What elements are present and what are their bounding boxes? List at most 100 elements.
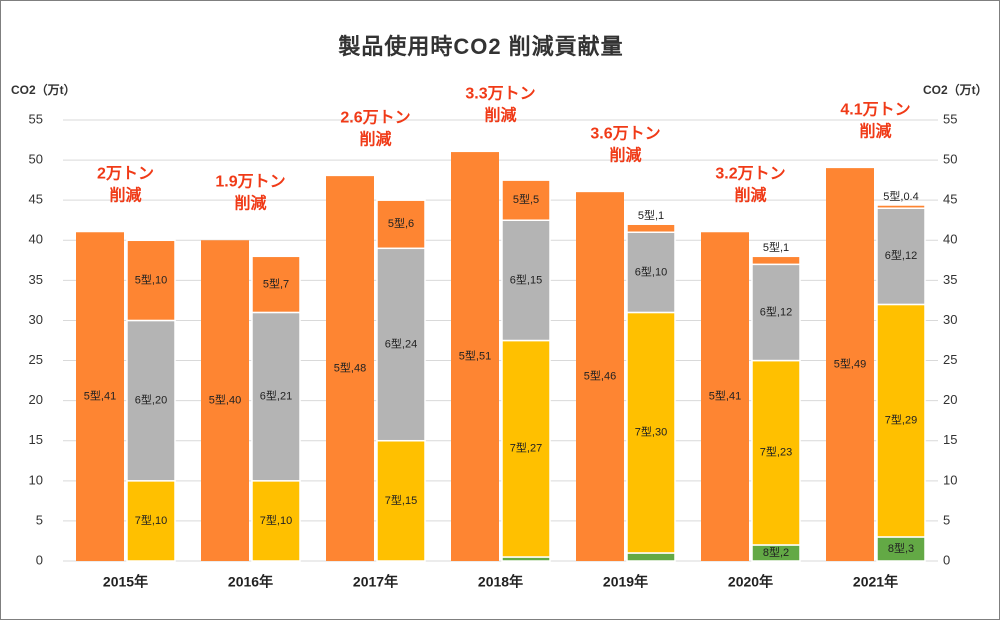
y-tick-label-right: 10 [943, 472, 957, 487]
y-axis-unit-right: CO2（万t） [923, 83, 988, 97]
stacked-segment [626, 223, 676, 234]
y-tick-label-right: 0 [943, 552, 950, 567]
y-tick-label-right: 35 [943, 272, 957, 287]
reduction-label: 削減 [359, 129, 391, 148]
segment-label: 6型,24 [385, 336, 417, 350]
x-category-label: 2019年 [603, 574, 648, 590]
before-bar [576, 192, 624, 561]
stacked-segment [126, 239, 176, 322]
y-tick-label-right: 5 [943, 512, 950, 527]
stacked-segment [876, 536, 926, 562]
y-tick-label-left: 15 [29, 432, 43, 447]
before-bar-label: 5型,48 [334, 360, 366, 374]
segment-label: 6型,20 [135, 393, 167, 407]
y-tick-label-left: 5 [36, 512, 43, 527]
stacked-segment [501, 339, 551, 558]
stacked-segment [251, 480, 301, 562]
x-category-label: 2016年 [228, 574, 273, 590]
before-bar [701, 232, 749, 561]
x-category-label: 2015年 [103, 574, 148, 590]
before-bar-label: 5型,49 [834, 356, 866, 370]
segment-label: 5型,0.4 [883, 189, 918, 203]
stacked-segment [626, 311, 676, 554]
segment-label: 8型,2 [763, 545, 789, 559]
before-bar [451, 152, 499, 561]
stacked-segment [876, 204, 926, 209]
segment-label: 7型,29 [885, 413, 917, 427]
reduction-label: 削減 [859, 121, 891, 140]
before-bar [826, 168, 874, 562]
y-axis-unit-left: CO2（万t） [11, 83, 76, 97]
reduction-amount: 4.1万トン [840, 101, 910, 118]
before-bar-label: 5型,41 [709, 389, 741, 403]
y-tick-label-left: 10 [29, 472, 43, 487]
y-tick-label-left: 35 [29, 272, 43, 287]
segment-label: 7型,10 [260, 513, 292, 527]
y-tick-label-right: 45 [943, 192, 957, 207]
stacked-segment [626, 231, 676, 314]
before-bar-label: 5型,41 [84, 389, 116, 403]
y-tick-label-left: 20 [29, 392, 43, 407]
segment-label: 7型,27 [510, 441, 542, 455]
reduction-amount: 2万トン [97, 165, 154, 182]
stacked-segment [751, 255, 801, 266]
y-tick-label-left: 30 [29, 312, 43, 327]
y-tick-label-left: 40 [29, 232, 43, 247]
y-tick-label-right: 20 [943, 392, 957, 407]
segment-label: 7型,23 [760, 445, 792, 459]
y-tick-label-right: 40 [943, 232, 957, 247]
stacked-segment [126, 319, 176, 482]
segment-label: 7型,10 [135, 513, 167, 527]
reduction-label: 削減 [734, 185, 766, 204]
before-bar-label: 5型,51 [459, 348, 491, 362]
y-tick-label-right: 50 [943, 152, 957, 167]
stacked-segment [126, 480, 176, 562]
stacked-segment [376, 439, 426, 562]
segment-label: 6型,12 [885, 248, 917, 262]
reduction-label: 削減 [109, 185, 141, 204]
before-bar-label: 5型,46 [584, 368, 616, 382]
x-category-label: 2018年 [478, 574, 523, 590]
segment-label: 5型,5 [513, 192, 539, 206]
segment-label: 8型,3 [888, 541, 914, 555]
stacked-segment [376, 199, 426, 250]
x-category-label: 2021年 [853, 574, 898, 590]
stacked-segment [376, 247, 426, 442]
stacked-segment [626, 552, 676, 562]
reduction-amount: 3.2万トン [715, 165, 785, 182]
segment-label: 6型,12 [760, 304, 792, 318]
chart-title: 製品使用時CO2 削減貢献量 [338, 34, 624, 59]
stacked-segment [251, 255, 301, 314]
segment-label: 7型,15 [385, 493, 417, 507]
before-bar [76, 232, 124, 561]
y-tick-label-left: 0 [36, 552, 43, 567]
segment-label: 6型,15 [510, 272, 542, 286]
segment-label: 5型,10 [135, 272, 167, 286]
reduction-amount: 1.9万トン [215, 173, 285, 190]
reduction-amount: 2.6万トン [340, 109, 410, 126]
reduction-label: 削減 [484, 105, 516, 124]
reduction-label: 削減 [609, 145, 641, 164]
reduction-label: 削減 [234, 193, 266, 212]
segment-label: 5型,7 [263, 276, 289, 290]
segment-label: 7型,30 [635, 425, 667, 439]
y-tick-label-right: 55 [943, 111, 957, 126]
segment-label: 6型,10 [635, 264, 667, 278]
stacked-segment [501, 219, 551, 342]
stacked-segment [501, 179, 551, 221]
segment-label: 5型,6 [388, 216, 414, 230]
stacked-segment [876, 303, 926, 538]
y-tick-label-left: 25 [29, 352, 43, 367]
reduction-amount: 3.3万トン [465, 85, 535, 102]
stacked-segment [251, 311, 301, 482]
segment-label: 5型,1 [638, 208, 664, 222]
x-category-label: 2020年 [728, 574, 773, 590]
before-bar [326, 176, 374, 562]
before-bar [201, 240, 249, 562]
y-tick-label-left: 55 [29, 111, 43, 126]
reduction-amount: 3.6万トン [590, 125, 660, 142]
y-tick-label-left: 50 [29, 152, 43, 167]
y-tick-label-right: 15 [943, 432, 957, 447]
